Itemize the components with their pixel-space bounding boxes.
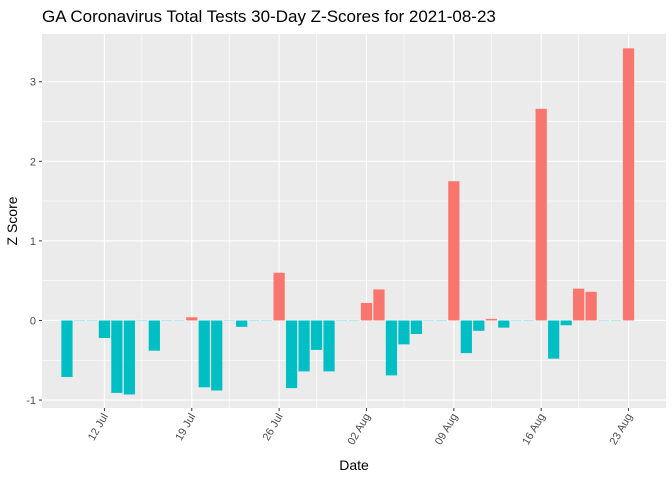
y-tick-label: 2 <box>30 156 36 168</box>
bar-2021-08-17 <box>548 320 560 359</box>
bar-2021-07-28 <box>298 320 310 372</box>
bar-2021-08-18 <box>560 320 572 326</box>
bar-2021-07-27 <box>285 320 298 389</box>
bar-2021-08-02 <box>360 302 373 321</box>
chart-title: GA Coronavirus Total Tests 30-Day Z-Scor… <box>42 7 496 26</box>
bar-2021-08-23 <box>622 48 635 321</box>
bar-2021-08-03 <box>373 289 385 321</box>
bar-2021-08-09 <box>448 181 460 321</box>
y-tick-label: -1 <box>26 395 36 407</box>
x-axis-label: Date <box>339 457 369 473</box>
bar-2021-08-13 <box>498 320 510 328</box>
bar-2021-08-12 <box>485 318 497 321</box>
bar-2021-07-09 <box>61 320 73 377</box>
bar-2021-08-04 <box>385 320 398 376</box>
x-tick-label: 19 Jul <box>173 412 198 443</box>
y-tick-label: 0 <box>30 315 36 327</box>
x-tick-label: 26 Jul <box>261 412 286 443</box>
bar-2021-07-13 <box>111 320 123 393</box>
bar-2021-08-10 <box>460 320 472 354</box>
x-tick-label: 12 Jul <box>86 412 111 443</box>
bar-2021-07-14 <box>123 320 135 395</box>
plot-panel <box>42 34 666 408</box>
bar-2021-07-26 <box>273 272 285 321</box>
bar-2021-08-11 <box>473 320 485 331</box>
y-axis-label: Z Score <box>4 196 20 245</box>
bar-2021-08-20 <box>585 291 597 321</box>
x-tick-label: 23 Aug <box>608 412 636 448</box>
x-tick-label: 02 Aug <box>346 412 374 448</box>
bar-2021-07-29 <box>310 320 323 350</box>
bar-2021-07-19 <box>186 317 198 321</box>
y-tick-label: 3 <box>30 77 36 89</box>
x-tick-label: 16 Aug <box>520 412 548 448</box>
bar-2021-07-20 <box>198 320 210 388</box>
bar-2021-07-23 <box>236 320 248 327</box>
y-tick-label: 1 <box>30 236 36 248</box>
bar-2021-07-21 <box>211 320 223 391</box>
bar-2021-07-12 <box>98 320 111 338</box>
bar-2021-07-30 <box>323 320 335 372</box>
x-tick-label: 09 Aug <box>433 412 461 448</box>
bar-2021-08-16 <box>535 108 547 321</box>
bar-2021-08-19 <box>573 288 585 321</box>
bar-2021-08-06 <box>410 320 423 334</box>
bar-2021-08-05 <box>398 320 410 345</box>
bar-2021-07-16 <box>148 320 160 351</box>
bars <box>61 48 635 395</box>
